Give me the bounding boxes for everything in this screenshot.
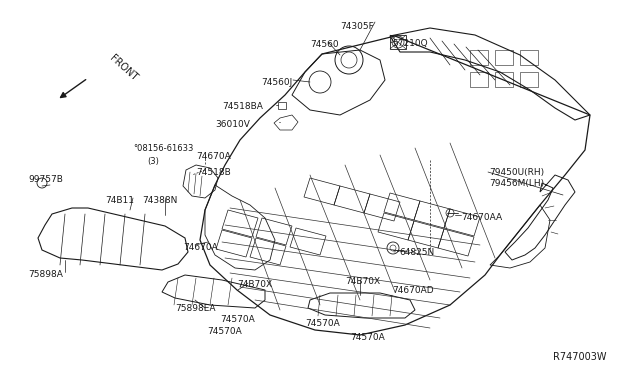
Text: 74B11: 74B11 [105, 196, 134, 205]
Bar [495, 50, 513, 65]
Bar [470, 72, 488, 87]
Text: 75898EA: 75898EA [175, 304, 216, 313]
Text: 74570A: 74570A [350, 333, 385, 342]
Text: 74518B: 74518B [196, 168, 231, 177]
Bar [520, 72, 538, 87]
Text: 75898A: 75898A [28, 270, 63, 279]
Bar [495, 72, 513, 87]
Text: 74570A: 74570A [207, 327, 242, 336]
Bar [520, 50, 538, 65]
Text: 74560J: 74560J [261, 78, 292, 87]
Text: 99757B: 99757B [28, 175, 63, 184]
Bar [390, 35, 406, 49]
Text: 74388N: 74388N [142, 196, 177, 205]
Text: 74518BA: 74518BA [222, 102, 263, 111]
Text: 36010V: 36010V [215, 120, 250, 129]
Bar [278, 102, 286, 109]
Text: 74560: 74560 [310, 40, 339, 49]
Text: 74B70X: 74B70X [345, 277, 380, 286]
Text: (3): (3) [147, 157, 159, 166]
Text: 57210Q: 57210Q [392, 39, 428, 48]
Text: 64825N: 64825N [399, 248, 435, 257]
Text: 74570A: 74570A [220, 315, 255, 324]
Text: R747003W: R747003W [553, 352, 607, 362]
Text: 79456M(LH): 79456M(LH) [489, 179, 544, 188]
Text: 74570A: 74570A [305, 319, 340, 328]
Bar [470, 50, 488, 65]
Text: °08156-61633: °08156-61633 [133, 144, 193, 153]
Text: 74670A: 74670A [183, 243, 218, 252]
Text: FRONT: FRONT [108, 53, 140, 83]
Text: 74B70X: 74B70X [237, 280, 272, 289]
Text: 74670AD: 74670AD [392, 286, 434, 295]
Text: 79450U(RH): 79450U(RH) [489, 168, 544, 177]
Text: 74305F: 74305F [340, 22, 374, 31]
Text: 74670A: 74670A [196, 152, 231, 161]
Text: 74670AA: 74670AA [461, 213, 502, 222]
